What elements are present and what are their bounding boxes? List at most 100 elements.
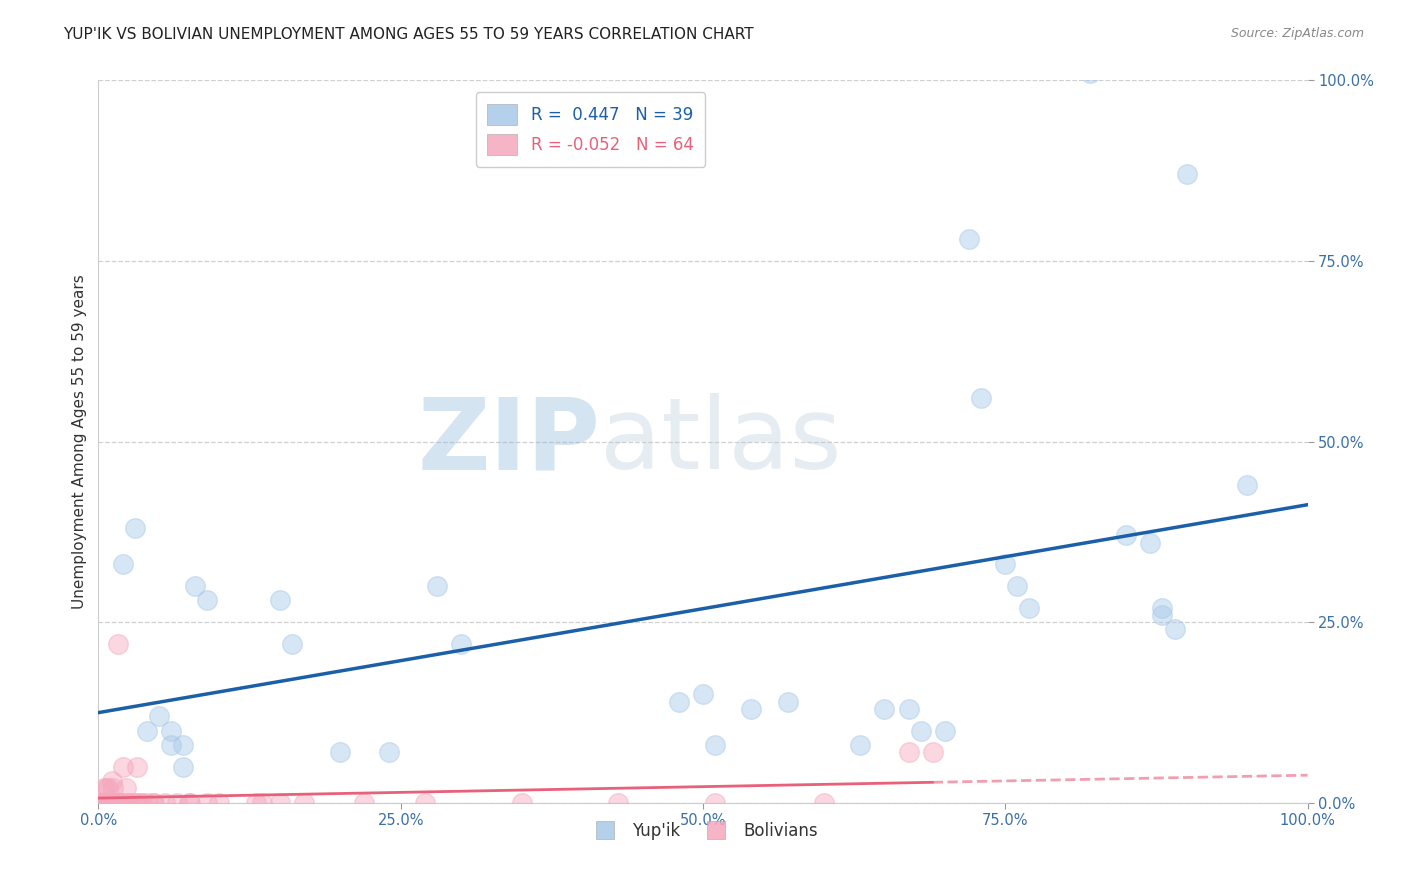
Point <box>1078 66 1101 80</box>
Point <box>934 723 956 738</box>
Point <box>115 781 138 796</box>
Point <box>101 781 124 796</box>
Point <box>91 796 114 810</box>
Point <box>142 796 165 810</box>
Point <box>100 796 122 810</box>
Point <box>111 558 134 572</box>
Point <box>124 521 146 535</box>
Point <box>1175 167 1198 181</box>
Point <box>245 796 267 810</box>
Point <box>1163 623 1185 637</box>
Point <box>118 796 141 810</box>
Point <box>148 709 170 723</box>
Point <box>108 796 131 810</box>
Point <box>910 723 932 738</box>
Point <box>740 702 762 716</box>
Point <box>1007 579 1029 593</box>
Point <box>131 796 153 810</box>
Point <box>166 796 188 810</box>
Point <box>921 745 943 759</box>
Point <box>98 796 121 810</box>
Point <box>704 796 727 810</box>
Point <box>111 760 134 774</box>
Point <box>93 796 115 810</box>
Point <box>172 760 194 774</box>
Text: Source: ZipAtlas.com: Source: ZipAtlas.com <box>1230 27 1364 40</box>
Legend: Yup'ik, Bolivians: Yup'ik, Bolivians <box>582 815 824 847</box>
Point <box>970 391 993 405</box>
Point <box>195 796 218 810</box>
Point <box>184 579 207 593</box>
Point <box>93 796 115 810</box>
Point <box>269 593 291 607</box>
Point <box>97 781 120 796</box>
Point <box>873 702 896 716</box>
Point <box>103 796 125 810</box>
Point <box>426 579 449 593</box>
Point <box>127 760 149 774</box>
Point <box>118 796 141 810</box>
Point <box>292 796 315 810</box>
Point <box>125 796 148 810</box>
Point <box>160 723 183 738</box>
Point <box>94 796 117 810</box>
Point <box>510 796 533 810</box>
Point <box>269 796 291 810</box>
Point <box>100 774 122 789</box>
Point <box>897 745 920 759</box>
Point <box>179 796 201 810</box>
Point <box>250 796 273 810</box>
Point <box>110 796 132 810</box>
Point <box>692 687 714 701</box>
Point <box>135 796 157 810</box>
Point <box>96 796 118 810</box>
Point <box>129 796 152 810</box>
Point <box>93 781 115 796</box>
Point <box>100 796 122 810</box>
Point <box>994 558 1017 572</box>
Point <box>353 796 375 810</box>
Point <box>1236 478 1258 492</box>
Point <box>97 796 120 810</box>
Point <box>776 695 799 709</box>
Point <box>1018 600 1040 615</box>
Point <box>208 796 231 810</box>
Point <box>1115 528 1137 542</box>
Point <box>607 796 630 810</box>
Point <box>179 796 201 810</box>
Point <box>135 723 157 738</box>
Point <box>96 796 118 810</box>
Point <box>104 796 127 810</box>
Point <box>813 796 835 810</box>
Point <box>93 796 115 810</box>
Point <box>849 738 872 752</box>
Point <box>93 796 115 810</box>
Point <box>172 738 194 752</box>
Text: ZIP: ZIP <box>418 393 600 490</box>
Point <box>94 796 117 810</box>
Point <box>107 796 129 810</box>
Point <box>1139 535 1161 549</box>
Point <box>450 637 472 651</box>
Point <box>160 738 183 752</box>
Point <box>105 796 128 810</box>
Point <box>100 796 122 810</box>
Text: YUP'IK VS BOLIVIAN UNEMPLOYMENT AMONG AGES 55 TO 59 YEARS CORRELATION CHART: YUP'IK VS BOLIVIAN UNEMPLOYMENT AMONG AG… <box>63 27 754 42</box>
Point <box>93 796 115 810</box>
Point <box>153 796 176 810</box>
Point <box>704 738 727 752</box>
Point <box>1152 600 1174 615</box>
Point <box>195 593 218 607</box>
Point <box>281 637 304 651</box>
Point <box>124 796 146 810</box>
Point <box>377 745 399 759</box>
Point <box>93 796 115 810</box>
Point <box>329 745 352 759</box>
Point <box>91 796 114 810</box>
Point <box>103 796 125 810</box>
Point <box>413 796 436 810</box>
Point <box>91 796 114 810</box>
Point <box>143 796 166 810</box>
Point <box>668 695 690 709</box>
Point <box>957 232 980 246</box>
